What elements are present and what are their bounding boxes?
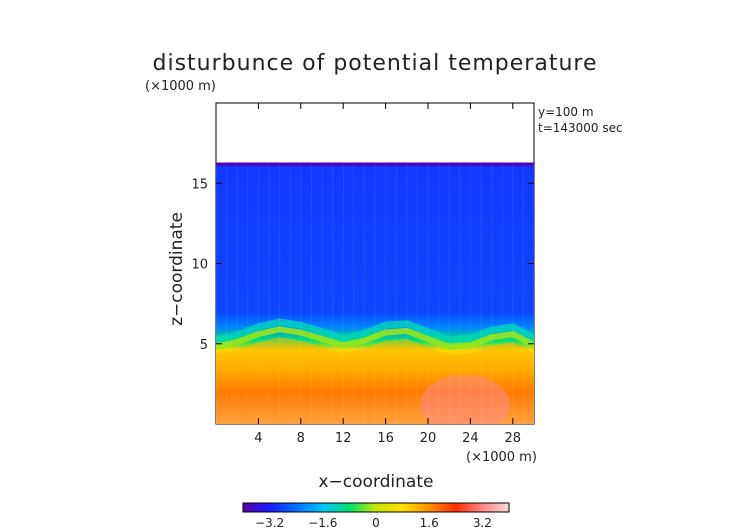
x-tick-label: 28 xyxy=(505,431,522,446)
colorbar-tick-label: 3.2 xyxy=(473,516,492,530)
colorbar-tick-label: 1.6 xyxy=(420,516,439,530)
y-unit-note: (×1000 m) xyxy=(145,79,216,94)
x-axis-label: x−coordinate xyxy=(319,472,434,492)
colorbar-bar xyxy=(242,502,510,513)
x-tick-label: 20 xyxy=(420,431,437,446)
info-t-line: t=143000 sec xyxy=(538,121,623,135)
y-tick-label: 15 xyxy=(191,177,208,192)
colorbar-tick-label: 0 xyxy=(372,516,380,530)
x-tick-label: 8 xyxy=(297,431,305,446)
interface-band xyxy=(216,326,534,351)
x-tick-label: 4 xyxy=(254,431,262,446)
x-axis-ticks: 4 8 12 16 20 24 28 xyxy=(254,103,521,446)
hot-spot xyxy=(420,374,511,424)
x-unit-note: (×1000 m) xyxy=(466,450,537,465)
x-tick-label: 16 xyxy=(377,431,394,446)
y-axis-ticks: 5 10 15 xyxy=(191,177,534,353)
interface-halo xyxy=(216,318,534,344)
y-tick-label: 10 xyxy=(191,258,208,273)
colorbar-tick-label: −3.2 xyxy=(255,516,284,530)
x-tick-label: 12 xyxy=(335,431,352,446)
plot-area: 4 8 12 16 20 24 28 5 10 15 xyxy=(191,102,535,446)
colorbar: −3.2 −1.6 0 1.6 3.2 xyxy=(242,502,510,530)
colorbar-tick-label: −1.6 xyxy=(308,516,337,530)
temperature-field xyxy=(216,162,534,424)
x-tick-label: 24 xyxy=(462,431,479,446)
info-y-line: y=100 m xyxy=(538,105,594,119)
y-tick-label: 5 xyxy=(200,338,208,353)
y-axis-label: z−coordinate xyxy=(167,212,187,326)
chart-title: disturbunce of potential temperature xyxy=(153,51,598,76)
